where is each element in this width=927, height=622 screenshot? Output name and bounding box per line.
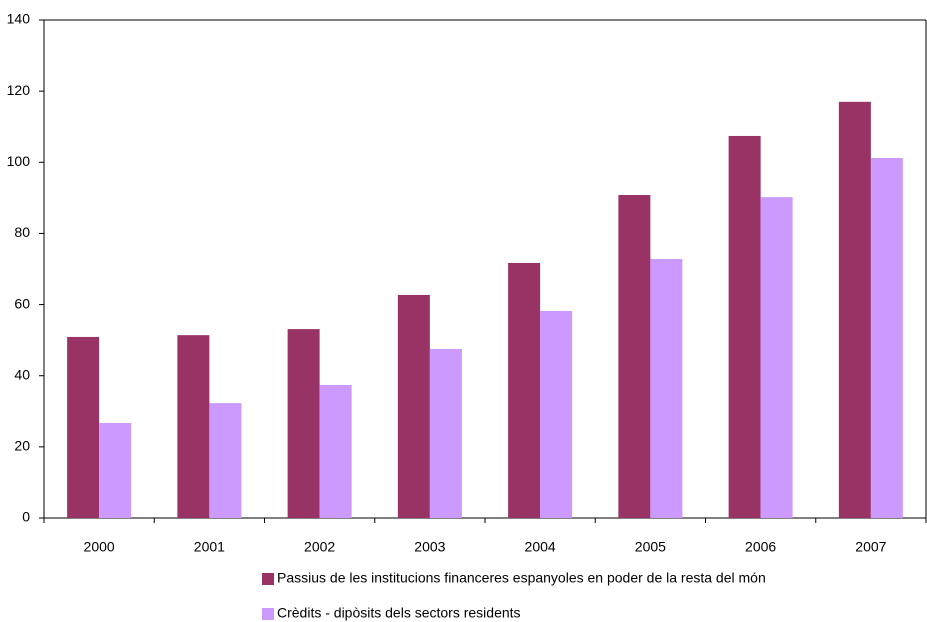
x-tick-label: 2004 <box>525 539 556 555</box>
x-tick-label: 2001 <box>194 539 225 555</box>
x-tick-label: 2005 <box>635 539 666 555</box>
x-tick-label: 2002 <box>304 539 335 555</box>
y-tick-label: 120 <box>7 82 31 98</box>
bar <box>618 195 651 519</box>
y-tick-label: 0 <box>22 509 30 525</box>
legend-swatch <box>262 608 274 620</box>
x-tick-label: 2000 <box>84 539 115 555</box>
x-tick-label: 2006 <box>745 539 776 555</box>
x-tick-label: 2007 <box>855 539 886 555</box>
bar <box>508 262 541 518</box>
bar <box>870 158 903 518</box>
bar <box>397 294 430 518</box>
y-tick-label: 140 <box>7 11 31 27</box>
y-tick-label: 60 <box>14 295 30 311</box>
legend-label: Passius de les institucions financeres e… <box>277 570 766 586</box>
bar <box>760 197 793 518</box>
bar <box>429 349 462 518</box>
y-tick-label: 100 <box>7 153 31 169</box>
bar <box>177 335 210 518</box>
bar <box>838 101 871 519</box>
bar <box>67 336 100 518</box>
bar <box>287 329 320 518</box>
legend-swatch <box>262 573 274 585</box>
legend-label: Crèdits - dipòsits dels sectors resident… <box>277 605 521 621</box>
bar <box>728 135 761 518</box>
bar <box>99 423 132 518</box>
bar <box>209 403 242 518</box>
bar <box>319 384 352 518</box>
x-tick-label: 2003 <box>414 539 445 555</box>
bar <box>540 310 573 518</box>
bar <box>650 259 683 518</box>
y-tick-label: 80 <box>14 224 30 240</box>
y-tick-label: 40 <box>14 366 30 382</box>
y-tick-label: 20 <box>14 438 30 454</box>
